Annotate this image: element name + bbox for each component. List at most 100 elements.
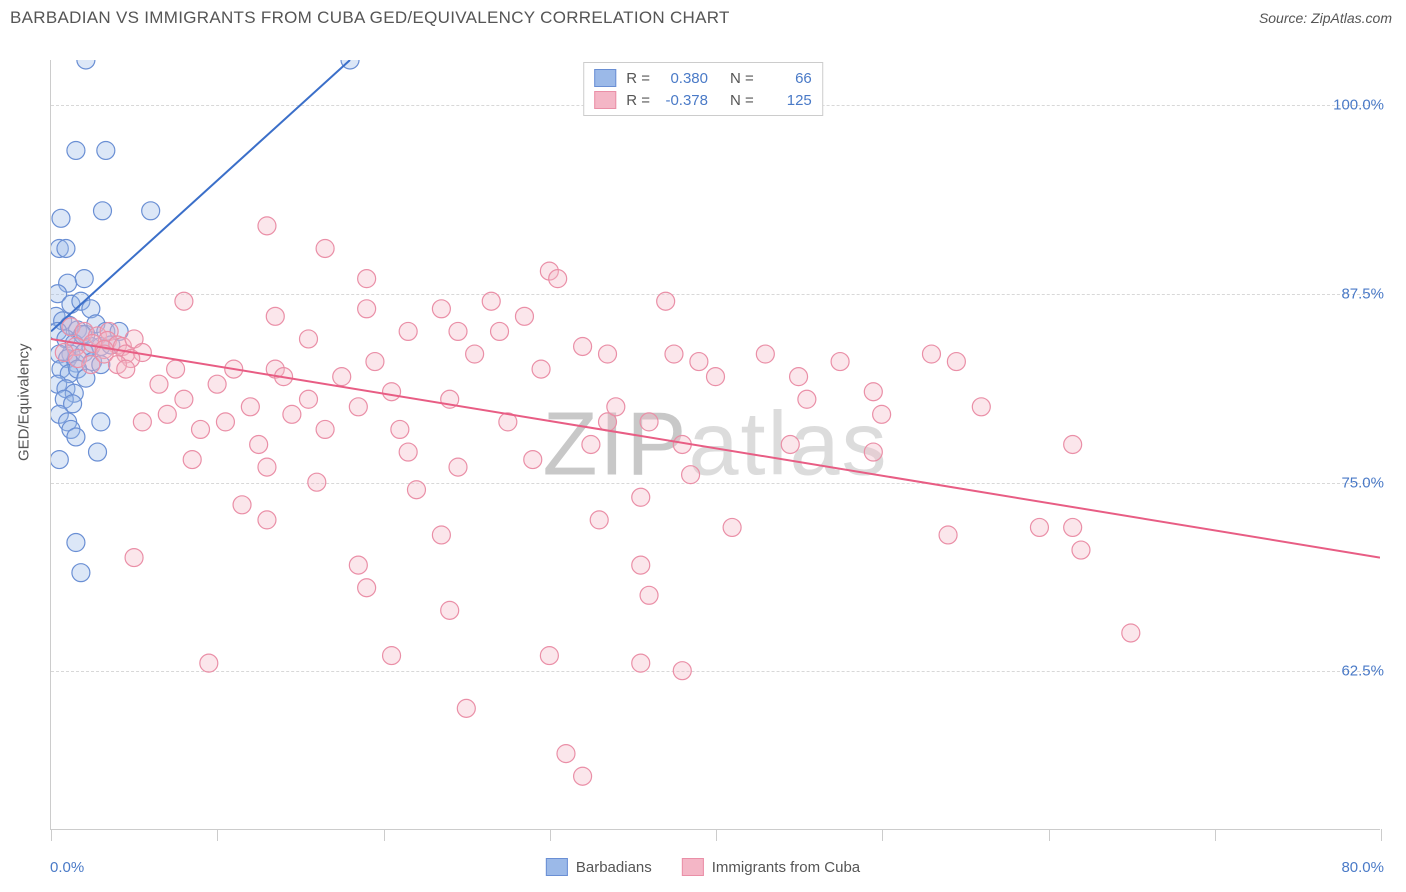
scatter-point	[358, 579, 376, 597]
scatter-point	[864, 383, 882, 401]
scatter-point	[432, 526, 450, 544]
scatter-point	[524, 451, 542, 469]
scatter-point	[57, 239, 75, 257]
scatter-point	[399, 443, 417, 461]
scatter-point	[574, 767, 592, 785]
scatter-point	[723, 518, 741, 536]
scatter-point	[831, 353, 849, 371]
x-tick	[51, 829, 52, 841]
scatter-point	[449, 322, 467, 340]
scatter-point	[441, 601, 459, 619]
scatter-point	[125, 549, 143, 567]
scatter-point	[358, 300, 376, 318]
y-axis-label: GED/Equivalency	[16, 343, 33, 461]
scatter-point	[549, 270, 567, 288]
scatter-point	[690, 353, 708, 371]
scatter-point	[208, 375, 226, 393]
x-tick	[550, 829, 551, 841]
x-tick	[1381, 829, 1382, 841]
scatter-point	[89, 443, 107, 461]
scatter-point	[665, 345, 683, 363]
x-tick	[1215, 829, 1216, 841]
legend-label: Barbadians	[576, 859, 652, 876]
x-axis-right-label: 80.0%	[1341, 859, 1384, 876]
scatter-point	[939, 526, 957, 544]
scatter-point	[922, 345, 940, 363]
scatter-point	[133, 413, 151, 431]
scatter-point	[798, 390, 816, 408]
scatter-point	[72, 564, 90, 582]
scatter-point	[449, 458, 467, 476]
legend-swatch	[594, 69, 616, 87]
scatter-point	[383, 647, 401, 665]
plot-svg	[51, 60, 1380, 829]
scatter-point	[391, 420, 409, 438]
scatter-point	[192, 420, 210, 438]
scatter-point	[673, 662, 691, 680]
scatter-point	[67, 428, 85, 446]
scatter-point	[383, 383, 401, 401]
scatter-point	[283, 405, 301, 423]
scatter-point	[349, 556, 367, 574]
scatter-point	[972, 398, 990, 416]
scatter-point	[183, 451, 201, 469]
scatter-point	[873, 405, 891, 423]
scatter-point	[216, 413, 234, 431]
scatter-point	[657, 292, 675, 310]
x-tick	[217, 829, 218, 841]
scatter-point	[540, 647, 558, 665]
stats-row: R =0.380N =66	[594, 67, 812, 89]
scatter-point	[1122, 624, 1140, 642]
scatter-point	[308, 473, 326, 491]
x-tick	[882, 829, 883, 841]
scatter-point	[491, 322, 509, 340]
scatter-point	[300, 330, 318, 348]
legend-swatch	[682, 858, 704, 876]
scatter-point	[632, 488, 650, 506]
scatter-point	[158, 405, 176, 423]
scatter-point	[266, 307, 284, 325]
stat-r-value: 0.380	[660, 70, 708, 87]
scatter-point	[632, 654, 650, 672]
scatter-point	[167, 360, 185, 378]
scatter-point	[781, 436, 799, 454]
stats-legend-box: R =0.380N =66R =-0.378N =125	[583, 62, 823, 116]
scatter-point	[1064, 436, 1082, 454]
stat-r-value: -0.378	[660, 92, 708, 109]
scatter-point	[92, 413, 110, 431]
scatter-point	[300, 390, 318, 408]
chart-header: BARBADIAN VS IMMIGRANTS FROM CUBA GED/EQ…	[0, 0, 1406, 36]
scatter-point	[640, 413, 658, 431]
scatter-point	[94, 202, 112, 220]
scatter-point	[67, 141, 85, 159]
scatter-point	[1030, 518, 1048, 536]
stat-n-value: 66	[764, 70, 812, 87]
legend-swatch	[546, 858, 568, 876]
scatter-point	[250, 436, 268, 454]
scatter-point	[1072, 541, 1090, 559]
scatter-point	[864, 443, 882, 461]
chart-source: Source: ZipAtlas.com	[1259, 10, 1392, 26]
scatter-point	[150, 375, 168, 393]
scatter-point	[1064, 518, 1082, 536]
legend-item: Barbadians	[546, 858, 652, 876]
scatter-point	[97, 141, 115, 159]
scatter-point	[632, 556, 650, 574]
scatter-point	[482, 292, 500, 310]
scatter-point	[67, 534, 85, 552]
scatter-point	[407, 481, 425, 499]
legend-label: Immigrants from Cuba	[712, 859, 860, 876]
legend-swatch	[594, 91, 616, 109]
stat-label: N =	[730, 92, 754, 109]
scatter-point	[175, 390, 193, 408]
chart-container: GED/Equivalency ZIPatlas R =0.380N =66R …	[10, 40, 1396, 882]
x-tick	[384, 829, 385, 841]
scatter-point	[200, 654, 218, 672]
scatter-point	[366, 353, 384, 371]
trend-line	[51, 60, 350, 331]
x-tick	[1049, 829, 1050, 841]
scatter-point	[515, 307, 533, 325]
plot-area: ZIPatlas	[50, 60, 1380, 830]
scatter-point	[52, 209, 70, 227]
scatter-point	[258, 511, 276, 529]
